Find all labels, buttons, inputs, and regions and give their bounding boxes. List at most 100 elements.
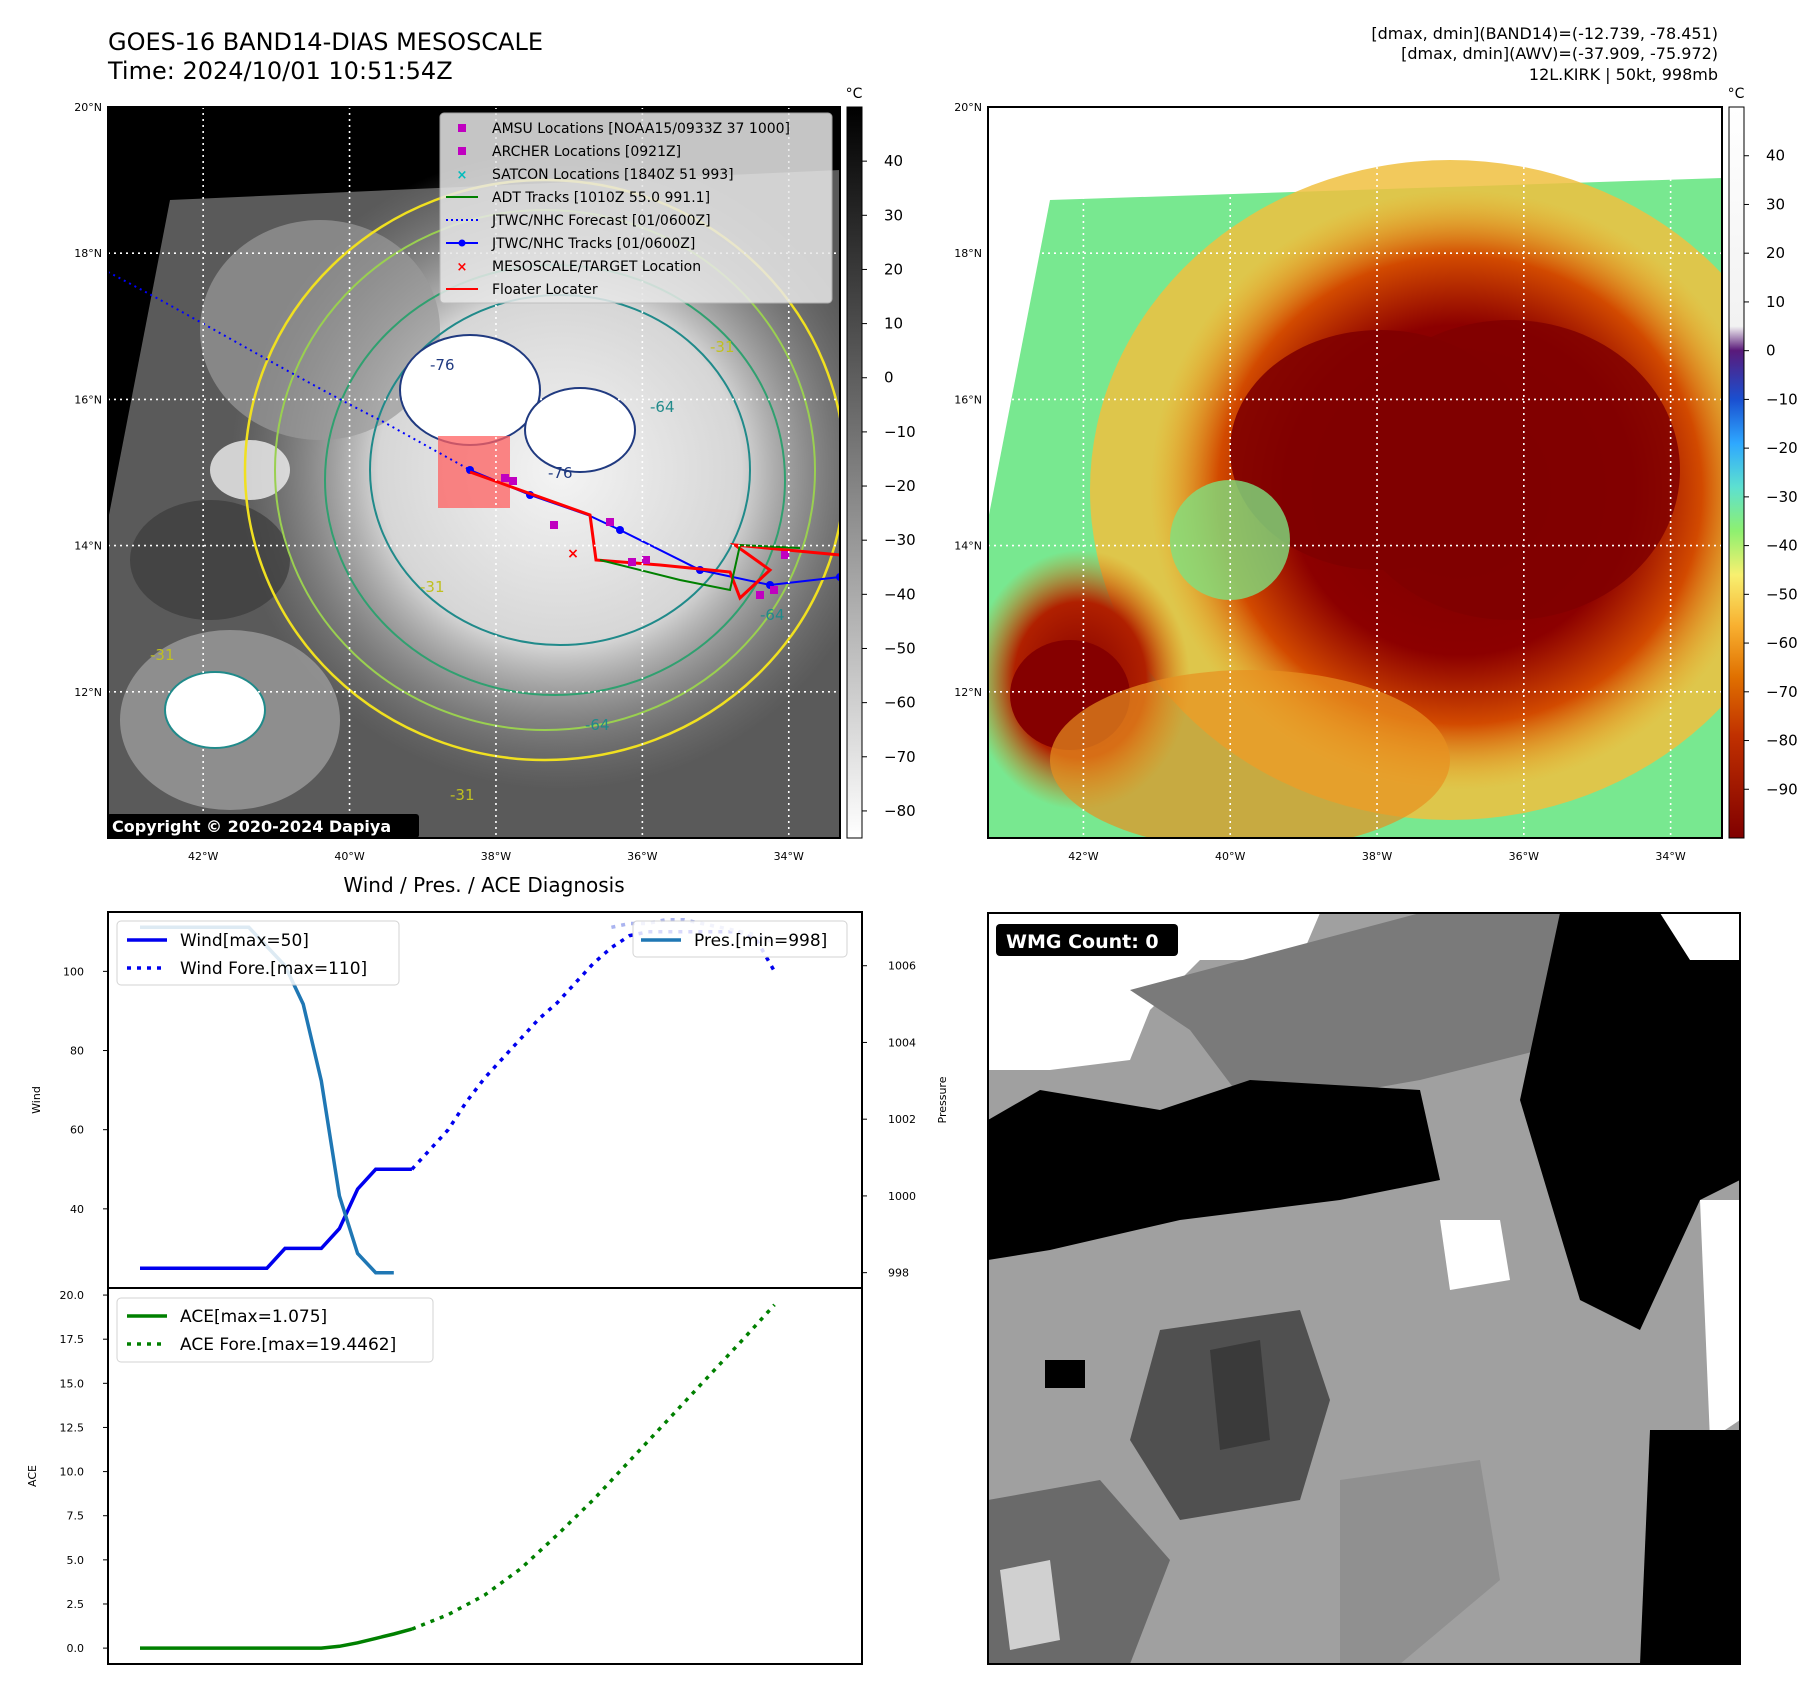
colorbar-tick-label: −70 [1766, 683, 1798, 701]
colorbar-tick-label: 0 [1766, 342, 1776, 360]
copyright-box [107, 814, 419, 838]
map-legend: AMSU Locations [NOAA15/0933Z 37 1000] ARC… [439, 112, 833, 304]
colorbar-tick-label: −40 [1766, 537, 1798, 555]
ace-legend-box [116, 1297, 434, 1363]
map-left-imagery: -76 -76 -64 -64 -64 -31 -31 -31 -31 × [108, 150, 840, 838]
wmg-darker-center [1210, 1340, 1270, 1450]
map-right-imagery [988, 160, 1722, 838]
target-marker: × [567, 546, 579, 562]
legend-marker-x: × [457, 260, 468, 275]
ace-legend-label: ACE[max=1.075] [180, 1307, 327, 1327]
wmg-pixels [988, 913, 1740, 1664]
lat-tick-label: 18°N [74, 247, 102, 260]
contour-76-b [524, 387, 636, 473]
info-storm: 12L.KIRK | 50kt, 998mb [1529, 65, 1718, 84]
legend-item-label: ADT Tracks [1010Z 55.0 991.1] [492, 190, 710, 206]
map-left-ticks: 20°N 18°N 16°N 14°N 12°N 42°W 40°W 38°W 36°W 34°W [74, 101, 804, 863]
wmg-black-spot [1045, 1360, 1085, 1388]
lon-tick-label: 42°W [1068, 850, 1098, 863]
contour-label: -31 [420, 578, 445, 596]
info-band14: [dmax, dmin](BAND14)=(-12.739, -78.451) [1371, 24, 1718, 43]
lon-tick-label: 34°W [774, 850, 804, 863]
series-line [140, 1167, 412, 1270]
colorbar-tick-label: 30 [884, 206, 903, 224]
wmg-black-band [988, 1080, 1440, 1260]
wmg-panel: WMG Count: 0 [987, 912, 1741, 1665]
south-band [1050, 670, 1450, 838]
floater-track [469, 470, 840, 601]
wmg-black-east [1520, 913, 1740, 1330]
lon-tick-label: 40°W [1215, 850, 1245, 863]
contour-label: -76 [430, 356, 455, 374]
colorbar-right-bar [1728, 106, 1745, 839]
colorbar-tick-label: −10 [1766, 390, 1798, 408]
map-right-frame [987, 106, 1723, 839]
pressure-ytick-label: 1006 [888, 960, 916, 973]
lat-tick-label: 18°N [954, 247, 982, 260]
lon-tick-label: 40°W [334, 850, 364, 863]
series-line [140, 1627, 413, 1650]
wind-ylabel: Wind [30, 1086, 43, 1114]
pressure-ytick-label: 1004 [888, 1036, 916, 1049]
pressure-legend-label: Pres.[min=998] [694, 931, 827, 951]
colorbar-tick-label: −10 [884, 423, 916, 441]
colorbar-tick-label: −30 [1766, 488, 1798, 506]
colorbar-tick-label: 20 [884, 260, 903, 278]
legend-item-label: AMSU Locations [NOAA15/0933Z 37 1000] [492, 121, 790, 137]
colorbar-tick-label: 40 [884, 152, 903, 170]
contour-label: -64 [650, 398, 675, 416]
colorbar-tick-label: −30 [884, 531, 916, 549]
wmg-white-ne [1660, 913, 1740, 960]
amsu-archer-marker [781, 551, 789, 559]
colorbar-tick-label: −20 [1766, 439, 1798, 457]
legend-item-label: SATCON Locations [1840Z 51 993] [492, 167, 734, 183]
ace-ytick-label: 10.0 [60, 1466, 85, 1479]
contour-label: -64 [760, 606, 785, 624]
colorbar-left: °C 40 30 20 10 0 −10 −20 −30 −40 −50 −60 −70 −80 [846, 86, 916, 839]
cloud-blob-1 [210, 440, 290, 500]
wind-ytick-label: 100 [63, 965, 84, 978]
colorbar-tick-label: −80 [1766, 732, 1798, 750]
ace-ytick-label: 20.0 [60, 1289, 85, 1302]
pressure-ytick-label: 998 [888, 1267, 909, 1280]
colorbar-tick-label: −50 [1766, 585, 1798, 603]
copyright-text: Copyright © 2020-2024 Dapiya [112, 817, 391, 836]
dark-gap-1 [130, 500, 290, 620]
pressure-ytick-label: 1000 [888, 1190, 916, 1203]
lat-tick-label: 20°N [954, 101, 982, 114]
ace-ytick-label: 2.5 [67, 1598, 85, 1611]
map-left: -76 -76 -64 -64 -64 -31 -31 -31 -31 × 20… [74, 101, 841, 863]
series-line [411, 1303, 776, 1631]
map-right: 20°N 18°N 16°N 14°N 12°N 42°W 40°W 38°W 36°W 34°W [954, 101, 1723, 863]
amsu-archer-marker [642, 556, 650, 564]
core-blob-2 [1340, 320, 1680, 620]
colorbar-left-bar [846, 106, 863, 839]
colorbar-tick-label: 10 [1766, 293, 1785, 311]
lat-tick-label: 16°N [954, 393, 982, 406]
ace-ytick-label: 5.0 [67, 1554, 85, 1567]
colorbar-right-unit: °C [1728, 86, 1745, 102]
lat-tick-label: 12°N [954, 686, 982, 699]
ace-ytick-label: 12.5 [60, 1421, 85, 1434]
wmg-frame [987, 912, 1741, 1665]
colorbar-tick-label: −90 [1766, 780, 1798, 798]
diagnosis-title: Wind / Pres. / ACE Diagnosis [343, 873, 624, 897]
colorbar-tick-label: −80 [884, 802, 916, 820]
lat-tick-label: 16°N [74, 393, 102, 406]
wind-pressure-chart: 40 60 80 100 998 1000 1002 1004 1006 Wind Pressu… [30, 911, 949, 1289]
colorbar-tick-label: −40 [884, 585, 916, 603]
amsu-archer-marker [628, 558, 636, 566]
colorbar-tick-label: 20 [1766, 244, 1785, 262]
wind-ytick-label: 40 [70, 1203, 84, 1216]
figure-title: GOES-16 BAND14-DIAS MESOSCALE [108, 28, 543, 56]
legend-item-label: JTWC/NHC Tracks [01/0600Z] [491, 236, 695, 252]
wind-legend-box [116, 920, 400, 986]
legend-item-label: JTWC/NHC Forecast [01/0600Z] [491, 213, 711, 229]
wind-legend-label: Wind[max=50] [180, 931, 309, 951]
legend-item-label: ARCHER Locations [0921Z] [492, 144, 681, 160]
amsu-archer-marker [770, 586, 778, 594]
colorbar-tick-label: 0 [884, 369, 894, 387]
adt-track [599, 543, 801, 592]
map-left-tracks: × [108, 271, 840, 601]
